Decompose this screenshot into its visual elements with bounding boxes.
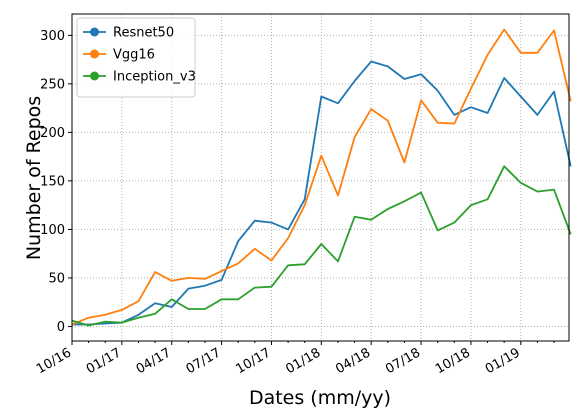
legend-marker: [90, 27, 99, 37]
x-tick-label: 04/18: [333, 345, 373, 377]
series-line-resnet50: [72, 60, 572, 326]
x-tick-label: 07/17: [184, 345, 224, 377]
series-line-inception-v3: [71, 165, 572, 327]
y-axis-label: Number of Repos: [23, 96, 45, 260]
y-tick-label: 100: [40, 223, 65, 238]
y-tick-label: 250: [40, 77, 65, 92]
legend-marker: [90, 71, 99, 81]
legend: Resnet50 Vgg16 Inception_v3: [76, 17, 196, 98]
y-tick-label: 150: [40, 174, 65, 189]
plot-frame: [71, 13, 570, 342]
x-tick-label: 10/18: [433, 345, 473, 377]
legend-label: Inception_v3: [113, 70, 196, 85]
legend-label: Vgg16: [113, 48, 155, 63]
x-tick-label: 01/19: [483, 345, 523, 377]
x-tick-label: 01/17: [84, 345, 124, 377]
series-lines: [71, 28, 572, 327]
legend-marker: [90, 49, 99, 59]
y-tick-label: 0: [57, 320, 65, 335]
y-axis: 0 50 100 150 200 250 300: [40, 29, 72, 335]
x-tick-label: 07/18: [383, 345, 423, 377]
x-tick-label: 01/18: [283, 345, 323, 377]
x-tick-label: 10/16: [34, 345, 74, 377]
x-axis-label: Dates (mm/yy): [249, 387, 391, 409]
legend-label: Resnet50: [113, 26, 174, 41]
x-tick-label: 10/17: [234, 345, 274, 377]
series-line-vgg16: [71, 28, 572, 326]
y-tick-label: 50: [48, 271, 65, 286]
x-axis: 10/16 01/17 04/17 07/17 10/17 01/18 04/18 07/18…: [34, 341, 555, 377]
x-tick-label: 04/17: [134, 345, 174, 377]
y-tick-label: 300: [40, 29, 65, 44]
legend-box: [76, 17, 196, 98]
y-tick-label: 200: [40, 126, 65, 141]
